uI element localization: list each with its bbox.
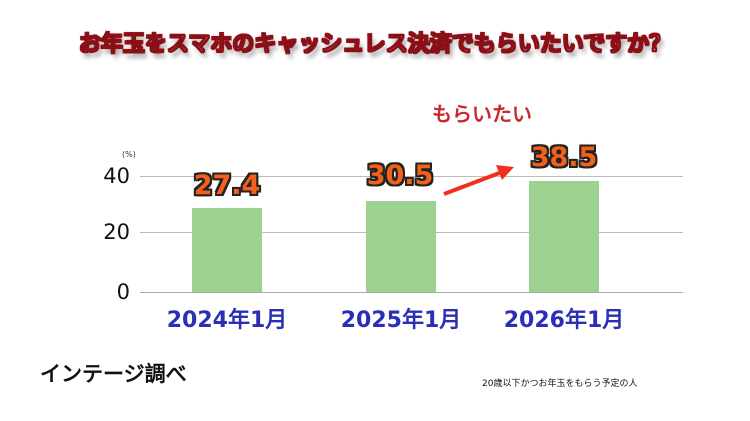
x-label-2026: 2026年1月 (503, 308, 625, 333)
y-tick-0: 0 (116, 280, 130, 304)
y-axis-unit: (%) (122, 150, 136, 159)
value-label-2026: 38.5 (530, 142, 598, 173)
gridline-40 (140, 176, 683, 177)
baseline (140, 292, 683, 293)
source-label: インテージ調べ (40, 362, 187, 386)
value-label-2024: 27.4 (193, 170, 261, 201)
chart-title: お年玉をスマホのキャッシュレス決済でもらいたいですか？ (78, 32, 672, 58)
y-tick-20: 20 (103, 220, 130, 244)
trend-arrow-icon (443, 165, 514, 196)
survey-note: 20歳以下かつお年玉をもらう予定の人 (482, 379, 638, 389)
value-label-2025: 30.5 (366, 160, 434, 191)
y-tick-40: 40 (103, 164, 130, 188)
bar-2026 (529, 181, 599, 292)
x-label-2024: 2024年1月 (166, 308, 288, 333)
bar-2024 (192, 208, 262, 292)
bar-2025 (366, 201, 436, 292)
annotation-label: もらいたい (432, 102, 532, 126)
x-label-2025: 2025年1月 (340, 308, 462, 333)
